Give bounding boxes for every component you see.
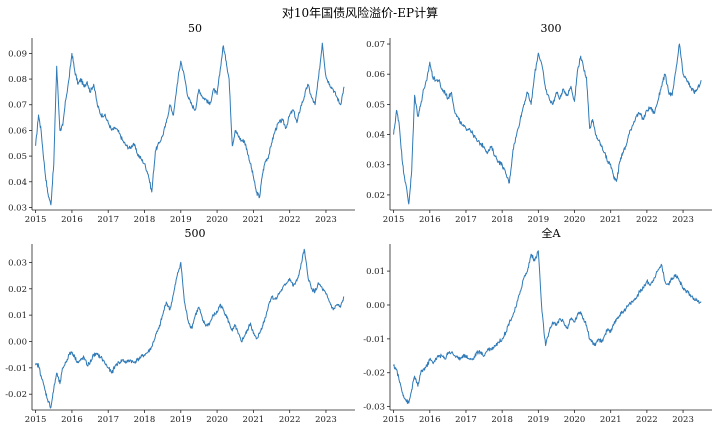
- panel-500: 500 -0.02 -0.01 0.00 0.01 0.02 0.03 2015 2016 20…: [5, 227, 355, 425]
- x-tick-label: 2021: [243, 415, 265, 425]
- x-tick-label: 2018: [134, 215, 156, 225]
- y-tick-label: 0.02: [366, 191, 385, 201]
- plot-area: 0.03 0.04 0.05 0.06 0.07 0.08 0.09 2015 2016 2017…: [8, 38, 355, 225]
- x-tick-label: 2015: [25, 215, 47, 225]
- series-line: [35, 248, 345, 409]
- y-tick-label: 0.03: [8, 203, 27, 213]
- x-tick-label: 2017: [97, 215, 119, 225]
- y-tick-label: 0.08: [8, 75, 27, 85]
- figure-title: 对10年国债风险溢价-EP计算: [282, 5, 438, 20]
- y-tick-label: -0.02: [5, 390, 27, 400]
- y-tick-label: 0.07: [366, 40, 385, 50]
- y-tick-label: 0.04: [366, 131, 385, 141]
- y-tick-label: -0.01: [5, 364, 27, 374]
- series-line: [393, 250, 702, 404]
- y-tick-label: 0.07: [8, 101, 27, 111]
- x-tick-label: 2023: [672, 415, 694, 425]
- y-tick-label: 0.01: [366, 267, 385, 277]
- x-tick-label: 2022: [279, 215, 301, 225]
- x-tick-label: 2020: [564, 415, 586, 425]
- plot-area: -0.02 -0.01 0.00 0.01 0.02 0.03 2015 2016 2017 20…: [5, 244, 355, 425]
- x-tick-label: 2017: [455, 415, 477, 425]
- x-tick-label: 2016: [419, 215, 441, 225]
- series-line: [393, 43, 702, 205]
- panel-quanA: 全A -0.03 -0.02 -0.01 0.00 0.01 2015 2016 2017 20…: [363, 226, 712, 425]
- x-tick-label: 2015: [383, 215, 405, 225]
- x-tick-label: 2020: [564, 215, 586, 225]
- x-tick-label: 2019: [528, 415, 550, 425]
- y-tick-label: 0.06: [366, 70, 385, 80]
- y-tick-label: 0.05: [366, 100, 385, 110]
- y-tick-label: -0.03: [363, 403, 385, 413]
- x-tick-label: 2023: [315, 215, 337, 225]
- x-tick-label: 2019: [170, 215, 192, 225]
- x-tick-label: 2018: [491, 215, 513, 225]
- x-tick-label: 2018: [134, 415, 156, 425]
- x-tick-label: 2017: [97, 415, 119, 425]
- x-tick-label: 2022: [636, 415, 658, 425]
- x-tick-label: 2023: [315, 415, 337, 425]
- x-tick-label: 2021: [600, 215, 622, 225]
- plot-area: 0.02 0.03 0.04 0.05 0.06 0.07 2015 2016 2017 2018…: [366, 38, 712, 225]
- plot-area: -0.03 -0.02 -0.01 0.00 0.01 2015 2016 2017 2018 2…: [363, 244, 712, 425]
- x-tick-label: 2021: [243, 215, 265, 225]
- y-tick-label: 0.03: [8, 258, 27, 268]
- y-tick-label: 0.02: [8, 285, 27, 295]
- y-tick-label: -0.02: [363, 369, 385, 379]
- x-tick-label: 2015: [383, 415, 405, 425]
- panel-300: 300 0.02 0.03 0.04 0.05 0.06 0.07 2015 2016 2017…: [366, 22, 712, 225]
- x-tick-label: 2017: [455, 215, 477, 225]
- y-tick-label: 0.00: [366, 301, 385, 311]
- x-tick-label: 2018: [491, 415, 513, 425]
- y-tick-label: 0.00: [8, 337, 27, 347]
- y-tick-label: 0.05: [8, 152, 27, 162]
- panel-50: 50 0.03 0.04 0.05 0.06 0.07 0.08 0.09 2015 2016 2…: [8, 22, 355, 225]
- y-tick-label: 0.01: [8, 311, 27, 321]
- y-tick-label: 0.06: [8, 126, 27, 136]
- x-tick-label: 2022: [636, 215, 658, 225]
- panel-title: 全A: [542, 226, 562, 240]
- panel-title: 500: [185, 227, 206, 240]
- x-tick-label: 2016: [61, 215, 83, 225]
- x-tick-label: 2022: [279, 415, 301, 425]
- x-tick-label: 2019: [170, 415, 192, 425]
- series-line: [35, 42, 345, 206]
- y-tick-label: 0.03: [366, 161, 385, 171]
- panel-title: 50: [188, 22, 202, 35]
- y-tick-label: 0.09: [8, 49, 27, 59]
- x-tick-label: 2023: [672, 215, 694, 225]
- y-tick-label: 0.04: [8, 178, 27, 188]
- y-tick-label: -0.01: [363, 335, 385, 345]
- x-tick-label: 2019: [528, 215, 550, 225]
- x-tick-label: 2016: [419, 415, 441, 425]
- x-tick-label: 2020: [206, 215, 228, 225]
- x-tick-label: 2020: [206, 415, 228, 425]
- x-tick-label: 2016: [61, 415, 83, 425]
- panel-title: 300: [541, 22, 562, 35]
- x-tick-label: 2015: [25, 415, 47, 425]
- x-tick-label: 2021: [600, 415, 622, 425]
